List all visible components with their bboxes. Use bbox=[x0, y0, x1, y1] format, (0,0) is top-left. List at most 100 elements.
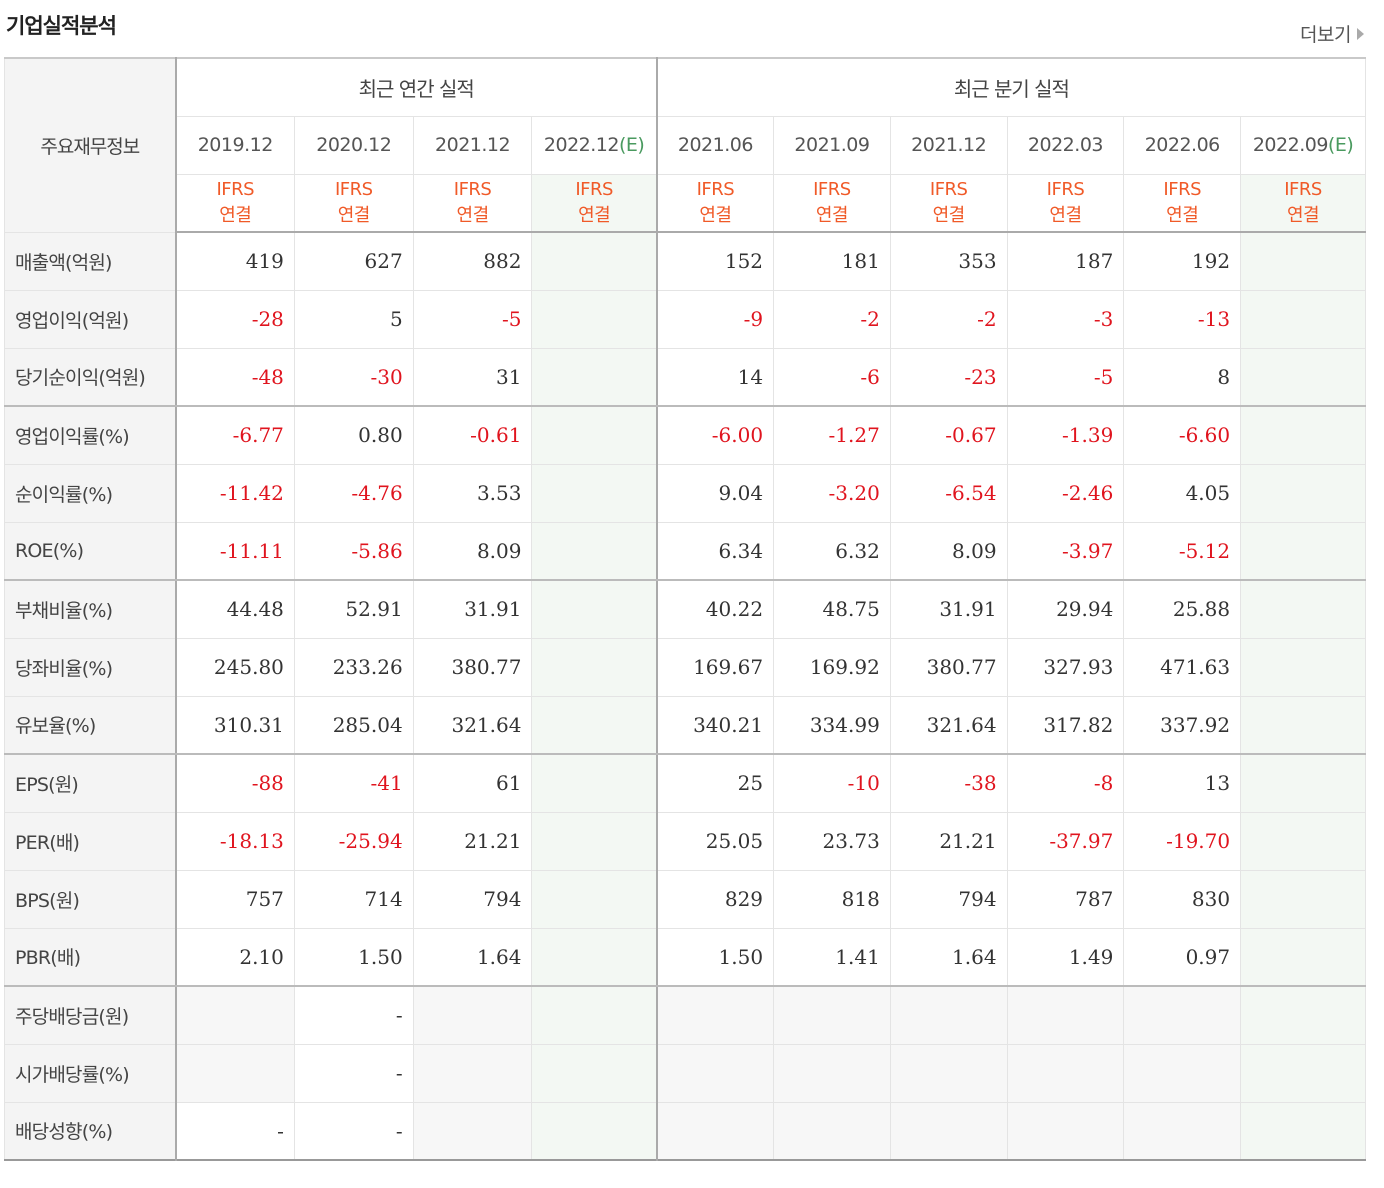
table-row: BPS(원) 757 714 794 829 818 794 787 830 bbox=[3, 869, 1366, 929]
table-cell: -19.70 bbox=[1123, 811, 1242, 871]
table-cell: 52.91 bbox=[293, 579, 414, 639]
period-header: 2021.12 bbox=[412, 115, 533, 175]
table-cell: 818 bbox=[773, 869, 891, 929]
table-cell: -3 bbox=[1006, 289, 1125, 349]
table-cell: 337.92 bbox=[1123, 695, 1242, 755]
table-cell bbox=[175, 985, 295, 1045]
consolidated-label: 연결 bbox=[337, 204, 371, 226]
table-cell: -6.77 bbox=[175, 405, 295, 465]
table-cell: 0.97 bbox=[1123, 927, 1242, 987]
row-label: PBR(배) bbox=[3, 927, 177, 987]
consolidated-label: 연결 bbox=[578, 204, 611, 226]
table-cell: -5 bbox=[412, 289, 533, 349]
table-cell bbox=[412, 1043, 533, 1103]
table-row: 매출액(억원) 419 627 882 152 181 353 187 192 bbox=[3, 231, 1366, 291]
table-cell: -38 bbox=[889, 753, 1008, 813]
table-cell: 29.94 bbox=[1006, 579, 1125, 639]
table-cell: -37.97 bbox=[1006, 811, 1125, 871]
table-row: 부채비율(%) 44.48 52.91 31.91 40.22 48.75 31.91 29.… bbox=[3, 579, 1366, 639]
more-link[interactable]: 더보기 bbox=[1300, 20, 1364, 47]
table-cell: 21.21 bbox=[889, 811, 1008, 871]
table-cell: 419 bbox=[175, 231, 295, 291]
table-cell: 627 bbox=[293, 231, 414, 291]
period-header: 2022.03 bbox=[1006, 115, 1125, 175]
table-cell bbox=[1240, 637, 1366, 697]
table-cell: 1.50 bbox=[293, 927, 414, 987]
table-cell: -3.97 bbox=[1006, 521, 1125, 581]
table-cell bbox=[531, 405, 658, 465]
table-cell: - bbox=[175, 1101, 295, 1161]
row-label: 유보율(%) bbox=[3, 695, 177, 755]
consolidated-label: 연결 bbox=[1166, 204, 1199, 226]
table-row: 주당배당금(원) - bbox=[3, 985, 1366, 1045]
table-cell bbox=[531, 695, 658, 755]
table-row: 유보율(%) 310.31 285.04 321.64 340.21 334.99 321.… bbox=[3, 695, 1366, 755]
table-cell: -2.46 bbox=[1006, 463, 1125, 523]
table-cell: 152 bbox=[656, 231, 775, 291]
table-cell bbox=[531, 869, 658, 929]
table-cell: 6.34 bbox=[656, 521, 775, 581]
table-cell: 334.99 bbox=[773, 695, 891, 755]
row-label: BPS(원) bbox=[3, 869, 177, 929]
row-label: 시가배당률(%) bbox=[3, 1043, 177, 1103]
table-cell bbox=[531, 463, 658, 523]
ifrs-header: IFRS 연결 bbox=[656, 173, 775, 233]
consolidated-label: 연결 bbox=[219, 204, 252, 226]
table-cell: 44.48 bbox=[175, 579, 295, 639]
table-cell: 25.05 bbox=[656, 811, 775, 871]
ifrs-label: IFRS bbox=[453, 178, 492, 200]
ifrs-label: IFRS bbox=[813, 178, 851, 200]
period-header: 2022.09(E) bbox=[1240, 115, 1366, 175]
table-cell: -9 bbox=[656, 289, 775, 349]
table-cell: -0.67 bbox=[889, 405, 1008, 465]
table-cell bbox=[412, 985, 533, 1045]
table-cell: 829 bbox=[656, 869, 775, 929]
table-cell bbox=[1240, 347, 1366, 407]
row-label: 주당배당금(원) bbox=[3, 985, 177, 1045]
table-cell: -2 bbox=[773, 289, 891, 349]
table-cell bbox=[1240, 1043, 1366, 1103]
table-cell: -5 bbox=[1006, 347, 1125, 407]
table-cell: 0.80 bbox=[293, 405, 414, 465]
table-cell bbox=[531, 985, 658, 1045]
table-cell bbox=[1240, 1101, 1366, 1161]
table-row: PBR(배) 2.10 1.50 1.64 1.50 1.41 1.64 1.49 0.97 bbox=[3, 927, 1366, 987]
table-cell: 13 bbox=[1123, 753, 1242, 813]
table-cell bbox=[412, 1101, 533, 1161]
table-cell: 181 bbox=[773, 231, 891, 291]
table-cell bbox=[1006, 985, 1125, 1045]
table-cell bbox=[1006, 1043, 1125, 1103]
table-cell: 25.88 bbox=[1123, 579, 1242, 639]
table-cell: 48.75 bbox=[773, 579, 891, 639]
table-cell: 6.32 bbox=[773, 521, 891, 581]
table-cell: 8.09 bbox=[889, 521, 1008, 581]
row-label: 부채비율(%) bbox=[3, 579, 177, 639]
table-cell: 327.93 bbox=[1006, 637, 1125, 697]
table-row: 순이익률(%) -11.42 -4.76 3.53 9.04 -3.20 -6.54 -2.4… bbox=[3, 463, 1366, 523]
table-cell: 245.80 bbox=[175, 637, 295, 697]
table-cell bbox=[773, 1043, 891, 1103]
table-cell bbox=[656, 985, 775, 1045]
table-cell: 1.64 bbox=[412, 927, 533, 987]
table-cell: -28 bbox=[175, 289, 295, 349]
table-cell: 787 bbox=[1006, 869, 1125, 929]
table-cell: 714 bbox=[293, 869, 414, 929]
row-label: 영업이익률(%) bbox=[3, 405, 177, 465]
table-cell: -4.76 bbox=[293, 463, 414, 523]
table-row: 당좌비율(%) 245.80 233.26 380.77 169.67 169.92 380… bbox=[3, 637, 1366, 697]
quarterly-group-header: 최근 분기 실적 bbox=[656, 57, 1366, 117]
table-cell: 317.82 bbox=[1006, 695, 1125, 755]
more-label: 더보기 bbox=[1300, 24, 1351, 46]
period-header: 2021.12 bbox=[889, 115, 1008, 175]
period-header: 2022.06 bbox=[1123, 115, 1242, 175]
consolidated-label: 연결 bbox=[456, 204, 490, 226]
table-cell bbox=[531, 637, 658, 697]
row-label: PER(배) bbox=[3, 811, 177, 871]
row-label: 매출액(억원) bbox=[3, 231, 177, 291]
ifrs-header: IFRS 연결 bbox=[531, 173, 658, 233]
row-label: ROE(%) bbox=[3, 521, 177, 581]
table-cell bbox=[531, 1043, 658, 1103]
table-cell: 794 bbox=[889, 869, 1008, 929]
table-cell bbox=[531, 753, 658, 813]
table-cell: 192 bbox=[1123, 231, 1242, 291]
